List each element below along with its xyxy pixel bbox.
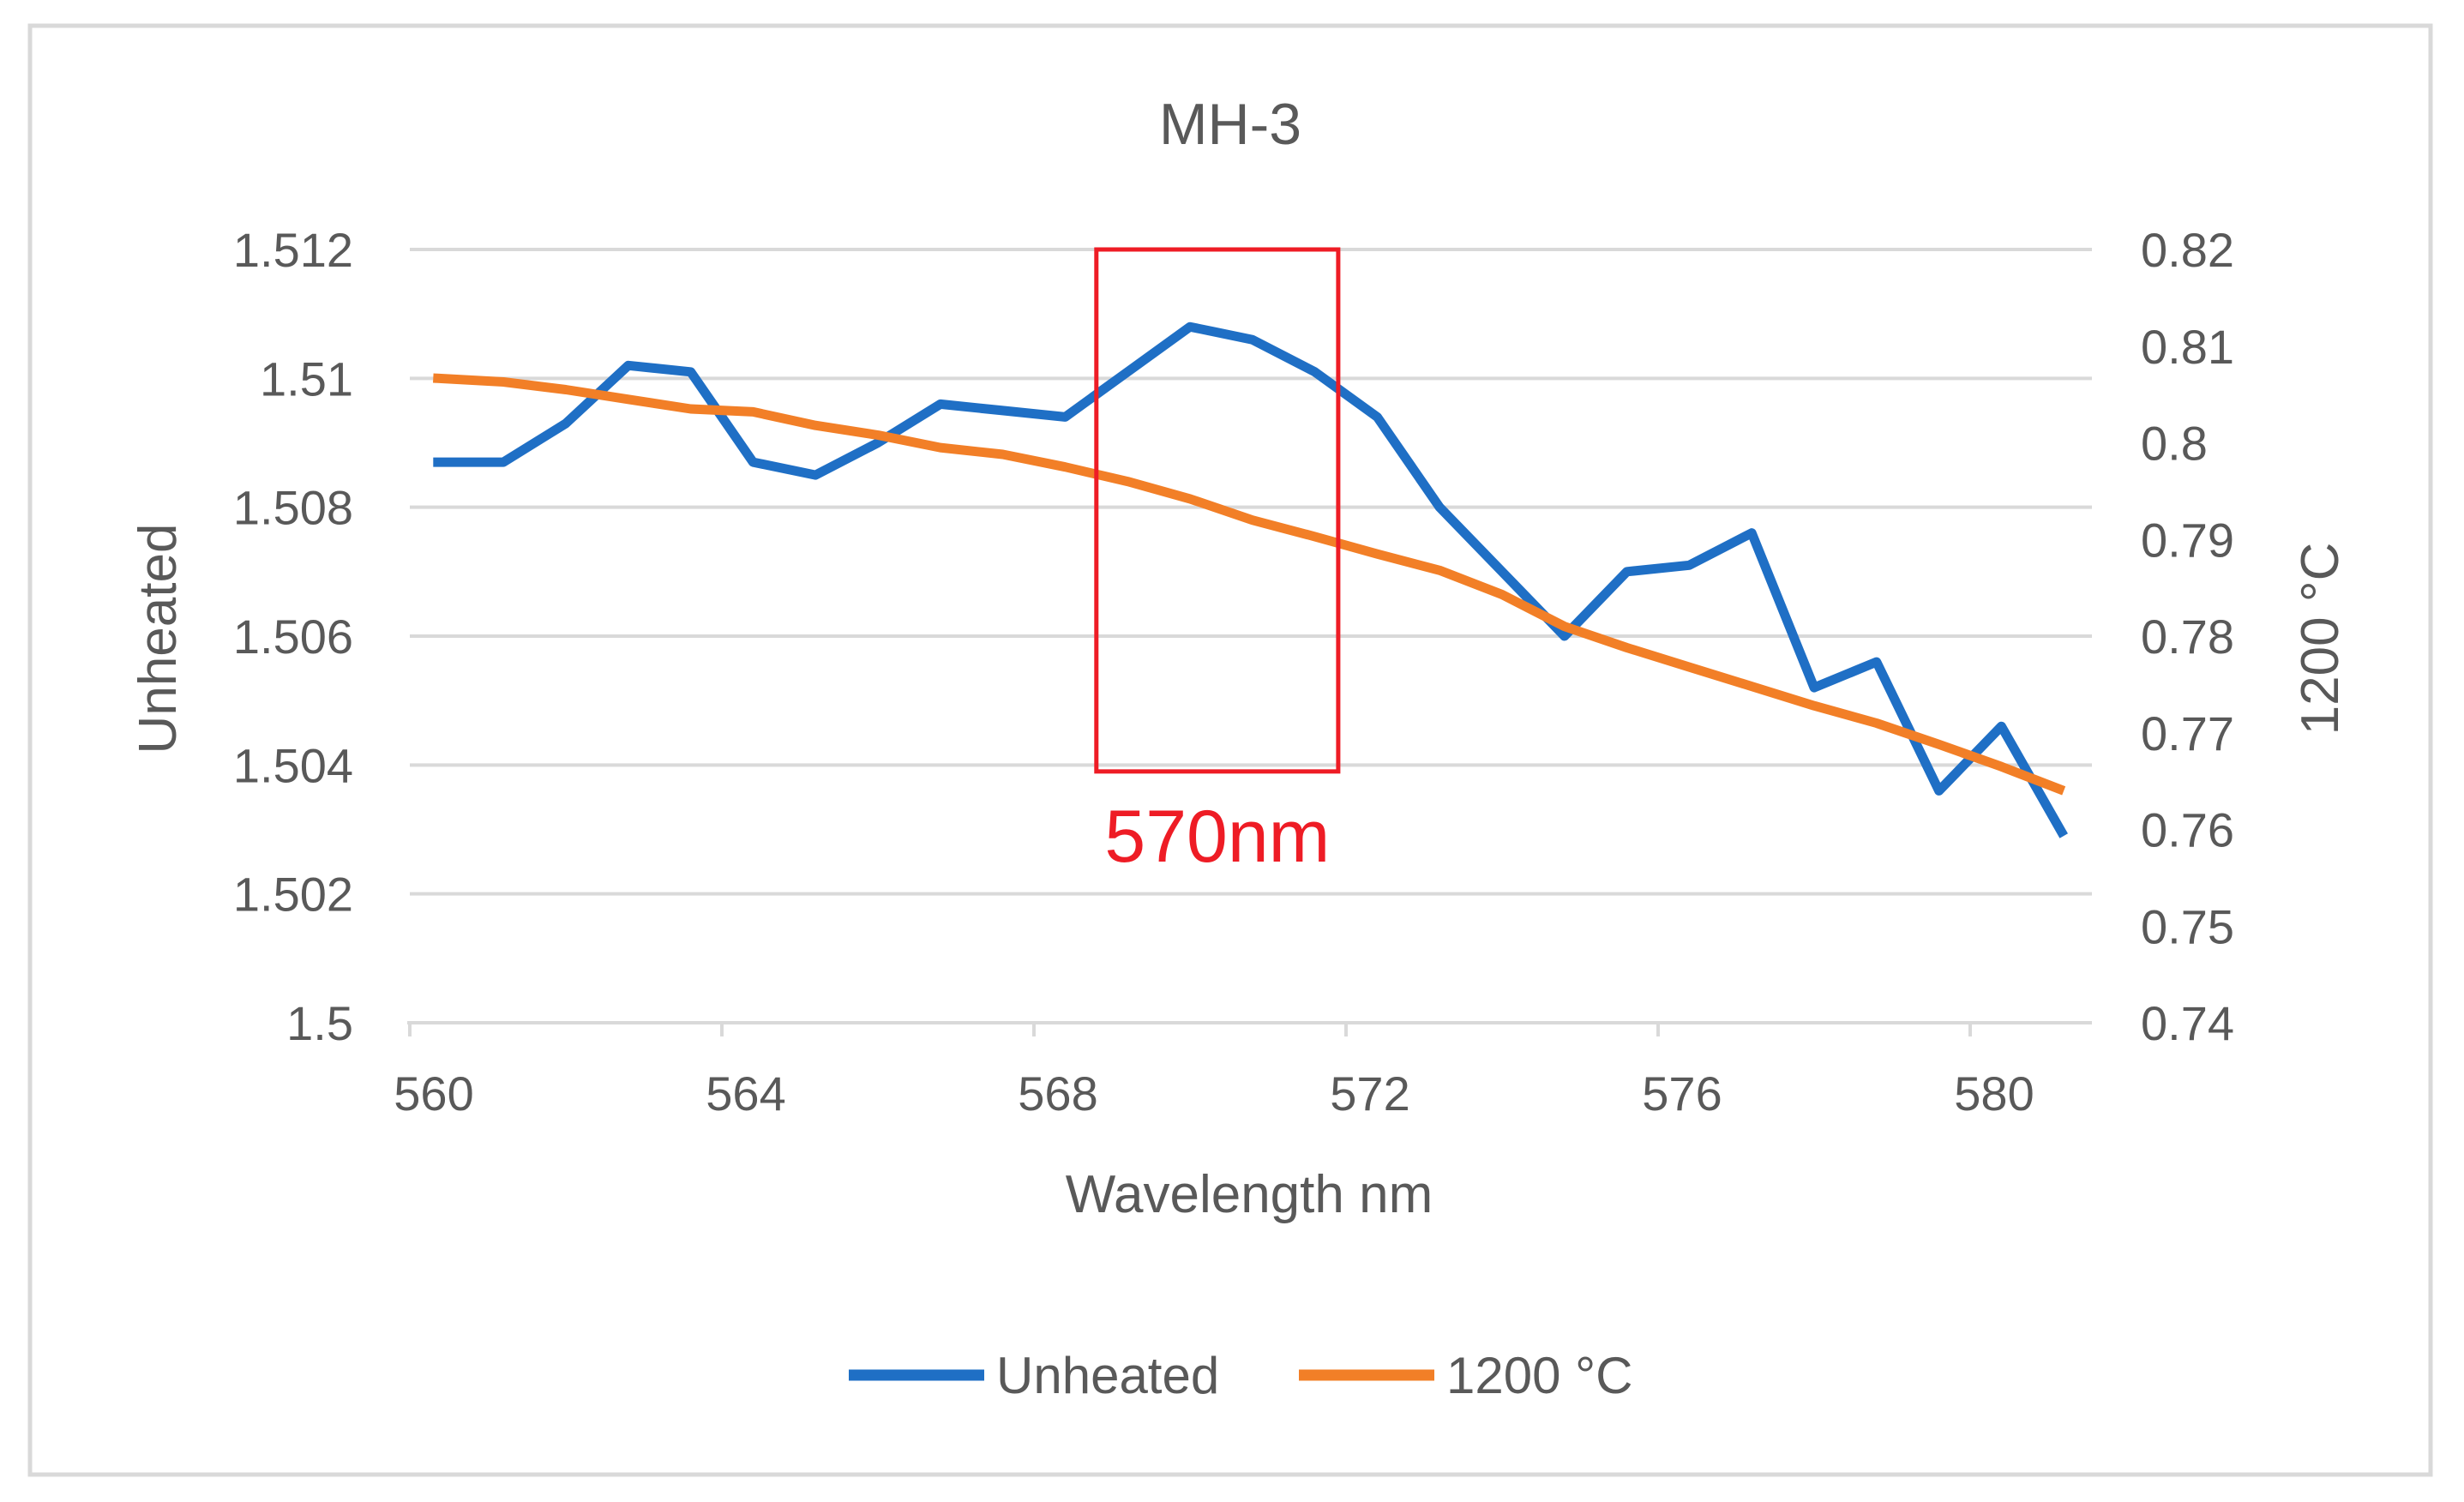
y-axis-left-title: Unheated xyxy=(129,524,188,754)
annotation-label-570nm: 570nm xyxy=(1104,796,1330,878)
series-line-unheated xyxy=(433,321,2068,838)
x-axis-ticks xyxy=(408,1023,1972,1036)
legend-label-1200c: 1200 °C xyxy=(1446,1347,1632,1404)
y-left-tick-label-1: 1.502 xyxy=(233,868,353,922)
chart-frame xyxy=(27,23,2433,1477)
y-axis-right-labels: 0.74 0.75 0.76 0.77 0.78 0.79 0.8 0.81 0.82 xyxy=(2141,223,2234,1050)
chart-title: MH-3 xyxy=(1159,92,1301,157)
legend: Unheated 1200 °C xyxy=(849,1347,1632,1404)
y-axis-left-labels: 1.5 1.502 1.504 1.506 1.508 1.51 1.512 xyxy=(233,223,353,1050)
y-left-tick-label-3: 1.506 xyxy=(233,610,353,664)
y-right-tick-label-1: 0.75 xyxy=(2141,899,2234,953)
y-right-tick-label-7: 0.81 xyxy=(2141,320,2234,374)
y-right-tick-label-4: 0.78 xyxy=(2141,610,2234,664)
y-right-tick-label-5: 0.79 xyxy=(2141,513,2234,567)
y-left-tick-label-0: 1.5 xyxy=(286,996,353,1050)
legend-label-unheated: Unheated xyxy=(996,1347,1219,1404)
y-right-tick-label-6: 0.8 xyxy=(2141,417,2208,471)
annotation-box-570nm xyxy=(1094,247,1341,774)
x-tick-label-3: 572 xyxy=(1330,1066,1409,1120)
y-left-tick-label-5: 1.51 xyxy=(260,351,353,406)
y-left-tick-label-4: 1.508 xyxy=(233,481,353,535)
x-tick-label-0: 560 xyxy=(394,1066,473,1120)
y-left-tick-label-2: 1.504 xyxy=(233,738,353,792)
y-axis-right-title: 1200 °C xyxy=(2291,543,2350,736)
y-right-tick-label-0: 0.74 xyxy=(2141,996,2234,1050)
x-tick-label-1: 564 xyxy=(706,1066,785,1120)
y-left-tick-label-6: 1.512 xyxy=(233,223,353,277)
series-line-1200c xyxy=(432,373,2066,796)
y-right-tick-label-3: 0.77 xyxy=(2141,706,2234,760)
y-right-tick-label-8: 0.82 xyxy=(2141,223,2234,277)
x-tick-label-5: 580 xyxy=(1954,1066,2034,1120)
y-right-tick-label-2: 0.76 xyxy=(2141,803,2234,857)
x-tick-label-4: 576 xyxy=(1642,1066,1722,1120)
x-tick-label-2: 568 xyxy=(1018,1066,1097,1120)
x-axis-labels: 560 564 568 572 576 580 xyxy=(394,1066,2034,1120)
x-axis-title: Wavelength nm xyxy=(1066,1165,1433,1224)
